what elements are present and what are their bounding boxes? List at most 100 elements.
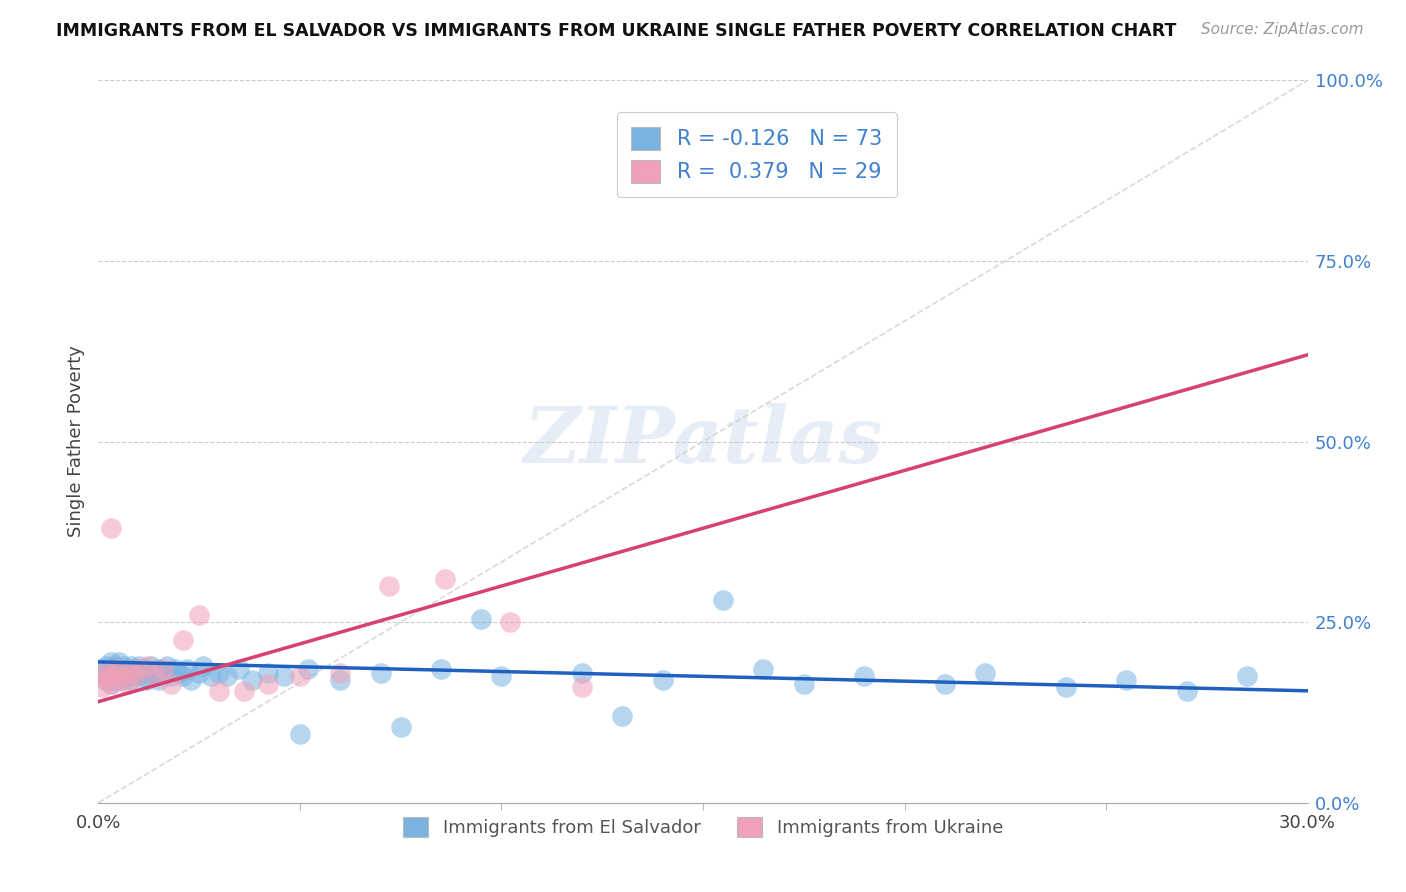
Point (91, 669, 114, 683)
Point (115, 676, 138, 690)
Point (143, 669, 166, 683)
Point (143, 669, 166, 683)
Point (389, 720, 412, 734)
Point (329, 665, 352, 680)
Point (100, 669, 122, 683)
Text: IMMIGRANTS FROM EL SALVADOR VS IMMIGRANTS FROM UKRAINE SINGLE FATHER POVERTY COR: IMMIGRANTS FROM EL SALVADOR VS IMMIGRANT… (56, 22, 1177, 40)
Point (208, 683, 231, 698)
Point (160, 669, 183, 683)
Point (256, 676, 278, 690)
Point (96, 665, 118, 680)
Point (470, 611, 492, 625)
Point (377, 579, 399, 593)
Point (128, 658, 150, 673)
Point (148, 673, 170, 687)
Point (711, 593, 734, 607)
Point (200, 669, 222, 683)
Point (100, 521, 122, 535)
Point (96, 673, 118, 687)
Point (100, 655, 122, 669)
Point (107, 655, 129, 669)
Point (115, 669, 138, 683)
Point (139, 658, 162, 673)
Point (232, 683, 254, 698)
Point (156, 658, 179, 673)
Point (103, 665, 125, 680)
Point (91, 680, 114, 694)
Point (498, 615, 520, 630)
Point (288, 669, 311, 683)
Point (240, 673, 263, 687)
Point (124, 662, 146, 676)
Point (172, 669, 194, 683)
Point (430, 662, 453, 676)
Point (651, 673, 673, 687)
Point (107, 669, 129, 683)
Text: Source: ZipAtlas.com: Source: ZipAtlas.com (1201, 22, 1364, 37)
Point (100, 676, 122, 690)
Point (115, 662, 138, 676)
Point (793, 676, 815, 690)
Point (111, 669, 134, 683)
Point (172, 633, 194, 648)
Point (217, 669, 239, 683)
Point (208, 665, 231, 680)
Point (193, 658, 215, 673)
Point (120, 658, 142, 673)
Point (853, 669, 876, 683)
Point (128, 665, 150, 680)
Point (180, 673, 202, 687)
Point (107, 673, 129, 687)
Point (934, 676, 956, 690)
Point (612, 709, 634, 723)
Point (100, 662, 122, 676)
Point (107, 662, 129, 676)
Point (96, 673, 118, 687)
Point (1054, 680, 1077, 694)
Point (167, 665, 190, 680)
Point (103, 673, 125, 687)
Point (91, 669, 114, 683)
Point (132, 662, 155, 676)
Point (1236, 669, 1258, 683)
Point (96, 665, 118, 680)
Point (297, 662, 319, 676)
Point (103, 658, 125, 673)
Point (139, 665, 162, 680)
Point (491, 669, 513, 683)
Point (111, 658, 134, 673)
Point (120, 673, 142, 687)
Point (111, 665, 134, 680)
Point (571, 680, 593, 694)
Point (1175, 683, 1198, 698)
Y-axis label: Single Father Poverty: Single Father Poverty (66, 345, 84, 538)
Point (434, 572, 457, 586)
Point (120, 665, 142, 680)
Point (103, 665, 125, 680)
Point (120, 665, 142, 680)
Legend: Immigrants from El Salvador, Immigrants from Ukraine: Immigrants from El Salvador, Immigrants … (396, 810, 1010, 845)
Point (752, 662, 775, 676)
Point (176, 662, 198, 676)
Point (370, 665, 392, 680)
Point (1115, 673, 1137, 687)
Point (100, 669, 122, 683)
Point (273, 669, 295, 683)
Point (124, 669, 146, 683)
Point (148, 662, 170, 676)
Point (288, 727, 311, 741)
Point (91, 662, 114, 676)
Point (571, 665, 593, 680)
Point (107, 662, 129, 676)
Point (974, 665, 997, 680)
Point (188, 607, 211, 622)
Point (135, 673, 157, 687)
Point (228, 662, 250, 676)
Point (111, 673, 134, 687)
Point (128, 662, 150, 676)
Point (132, 669, 155, 683)
Point (188, 665, 211, 680)
Point (100, 676, 122, 690)
Point (152, 662, 174, 676)
Point (256, 665, 278, 680)
